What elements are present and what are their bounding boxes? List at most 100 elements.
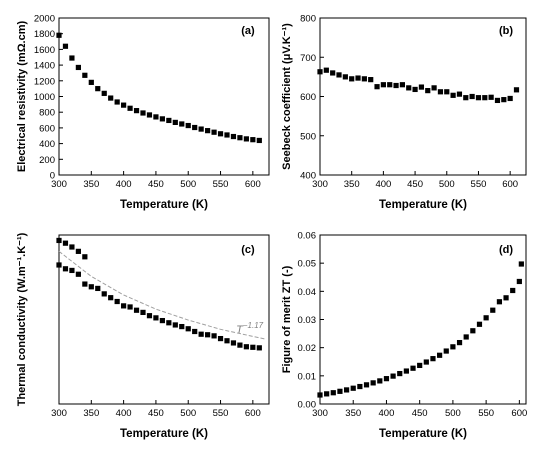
data-point — [443, 348, 449, 354]
data-point — [62, 240, 69, 246]
data-point — [211, 129, 217, 135]
data-point — [217, 335, 224, 342]
data-point — [397, 370, 403, 377]
data-point — [56, 262, 62, 268]
data-point — [56, 32, 62, 38]
data-point — [425, 88, 431, 94]
x-tick-label: 300 — [312, 179, 328, 190]
data-point — [357, 383, 363, 390]
data-point — [483, 315, 489, 321]
data-point — [503, 295, 509, 301]
data-point — [256, 137, 262, 144]
data-point — [75, 248, 81, 254]
data-point — [317, 392, 323, 398]
x-tick-label: 400 — [116, 179, 132, 190]
panel-label: (b) — [499, 25, 513, 37]
x-tick-label: 400 — [375, 179, 391, 190]
plot-frame — [58, 17, 270, 176]
y-tick-label: 1600 — [34, 45, 55, 56]
data-point — [140, 110, 146, 116]
data-point — [243, 344, 249, 350]
panel-a: 300 350 400 450 500 550 600 0 200 400 600 800 1000 12… — [16, 14, 270, 211]
data-point — [501, 97, 507, 103]
data-point — [430, 356, 436, 362]
data-point — [133, 307, 140, 313]
data-point — [431, 85, 437, 91]
data-point — [114, 99, 120, 105]
x-tick-label: 600 — [502, 179, 518, 190]
y-tick-label: 200 — [39, 155, 55, 166]
data-point — [368, 77, 374, 83]
panel-c: 300 350 400 450 500 550 600 Temperature (K) Ther… — [16, 232, 270, 440]
data-point — [482, 95, 488, 101]
x-tick-label: 600 — [245, 179, 261, 190]
x-tick-label: 500 — [180, 408, 196, 419]
y-tick-label: 1800 — [34, 29, 55, 40]
data-point — [101, 291, 107, 297]
y-tick-label: 400 — [39, 139, 55, 150]
data-point — [62, 266, 69, 272]
x-tick-label: 450 — [407, 179, 423, 190]
data-point — [192, 328, 198, 335]
data-point — [243, 136, 249, 142]
data-point — [355, 75, 361, 81]
data-point — [127, 304, 133, 310]
x-tick-label: 350 — [345, 408, 361, 419]
data-point — [370, 380, 376, 386]
data-point — [179, 121, 185, 127]
y-tick-label: 1400 — [34, 61, 55, 72]
y-tick-label: 1200 — [34, 76, 55, 87]
y-tick-label: 500 — [300, 131, 316, 142]
y-tick-label: 600 — [300, 92, 316, 103]
data-point — [390, 373, 396, 379]
data-point — [56, 237, 62, 244]
data-point — [185, 326, 191, 332]
y-tick-label: 0.06 — [298, 231, 317, 242]
x-tick-label: 450 — [148, 179, 164, 190]
data-point — [488, 94, 494, 100]
y-axis-label: Seebeck coefficient (μV.K⁻¹) — [281, 23, 293, 170]
x-tick-label: 600 — [511, 408, 527, 419]
data-point — [516, 278, 522, 285]
x-axis-label: Temperature (K) — [379, 199, 467, 211]
data-point — [330, 70, 336, 76]
x-tick-label: 300 — [51, 408, 67, 419]
x-axis-label: Temperature (K) — [379, 428, 467, 440]
data-point — [211, 333, 217, 339]
data-point — [127, 105, 133, 111]
x-tick-label: 550 — [471, 179, 487, 190]
x-tick-label: 550 — [213, 179, 229, 190]
y-tick-label: 2000 — [34, 14, 55, 25]
x-tick-label: 450 — [148, 408, 164, 419]
data-point — [101, 90, 107, 96]
data-point — [237, 342, 243, 348]
x-tick-label: 400 — [379, 408, 395, 419]
data-point — [82, 254, 88, 260]
x-tick-label: 550 — [213, 408, 229, 419]
data-point — [256, 345, 262, 351]
x-tick-label: 500 — [180, 179, 196, 190]
data-point — [513, 87, 520, 93]
panel-label: (a) — [241, 25, 255, 37]
data-point — [88, 284, 94, 290]
x-axis-label: Temperature (K) — [120, 428, 208, 440]
data-point — [490, 307, 496, 313]
data-point — [121, 102, 127, 108]
data-point — [95, 86, 101, 92]
data-point — [317, 69, 323, 75]
data-point — [172, 322, 178, 328]
data-point — [456, 91, 463, 97]
data-point — [250, 344, 256, 350]
data-point — [410, 365, 416, 371]
data-point — [69, 244, 75, 250]
x-tick-label: 400 — [116, 408, 132, 419]
data-point — [153, 114, 159, 120]
data-point — [205, 332, 211, 338]
y-tick-label: 0 — [50, 171, 55, 182]
y-tick-label: 0.00 — [298, 400, 317, 411]
data-point — [88, 79, 94, 85]
panel-d: 300 350 400 450 500 550 600 0.00 0.01 0.02 0.03 0.0… — [281, 231, 527, 441]
data-point — [399, 82, 405, 88]
data-point — [363, 382, 370, 388]
